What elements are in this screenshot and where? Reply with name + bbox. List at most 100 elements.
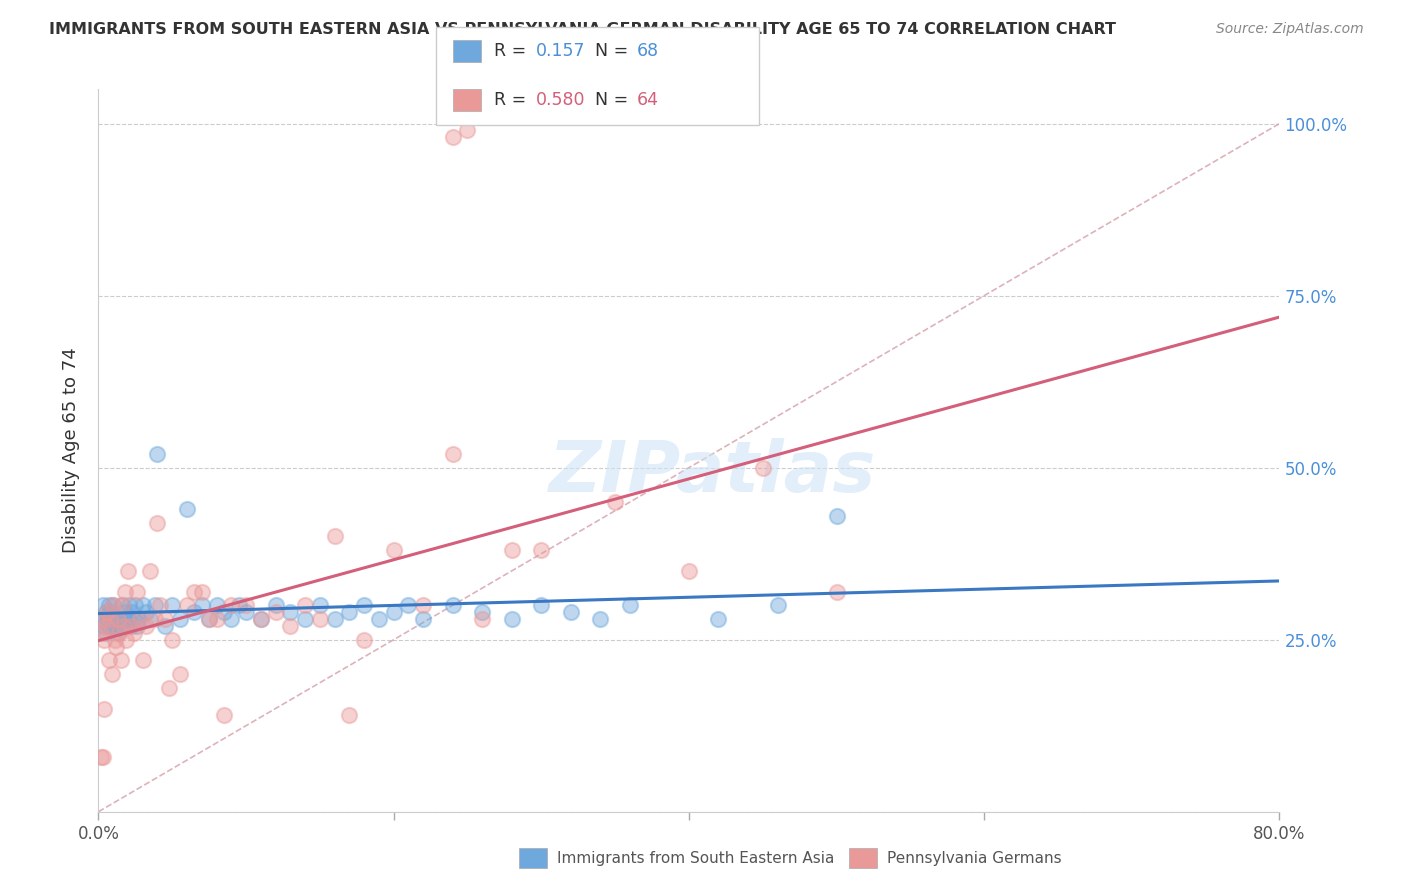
Point (501, 543, 523, 558)
Point (105, 640, 128, 654)
Text: 64: 64 (637, 91, 659, 109)
Text: Pennsylvania Germans: Pennsylvania Germans (887, 851, 1062, 865)
Point (96, 605, 118, 619)
Point (97, 599, 120, 613)
Text: Immigrants from South Eastern Asia: Immigrants from South Eastern Asia (557, 851, 834, 865)
Point (198, 612, 221, 626)
Point (146, 447, 169, 461)
Point (235, 605, 257, 619)
Text: 0.157: 0.157 (536, 42, 585, 60)
Point (98, 605, 121, 619)
Point (457, 123, 479, 137)
Text: Source: ZipAtlas.com: Source: ZipAtlas.com (1216, 22, 1364, 37)
Point (157, 681, 180, 695)
Point (382, 605, 405, 619)
Point (97, 653, 120, 667)
Point (205, 599, 228, 613)
Point (309, 599, 332, 613)
Point (235, 599, 257, 613)
Point (678, 564, 700, 578)
Point (228, 599, 250, 613)
Point (132, 599, 155, 613)
Point (441, 447, 464, 461)
Point (176, 502, 198, 516)
Point (339, 708, 361, 723)
Point (382, 543, 405, 558)
Point (368, 612, 391, 626)
Point (121, 605, 143, 619)
Point (294, 599, 316, 613)
Point (183, 584, 205, 599)
Point (183, 605, 205, 619)
Point (149, 599, 172, 613)
Point (125, 619, 148, 633)
Point (221, 599, 243, 613)
Point (169, 667, 191, 681)
Point (105, 619, 128, 633)
Point (191, 599, 214, 613)
Point (294, 612, 316, 626)
Point (93, 619, 115, 633)
Point (90, 612, 112, 626)
Point (221, 612, 243, 626)
Point (127, 612, 149, 626)
Point (118, 599, 141, 613)
Text: R =: R = (494, 91, 531, 109)
Point (108, 612, 131, 626)
Point (104, 632, 127, 647)
Point (146, 516, 169, 530)
Point (100, 612, 122, 626)
Y-axis label: Disability Age 65 to 74: Disability Age 65 to 74 (62, 348, 80, 553)
Point (94, 625, 117, 640)
Point (132, 653, 155, 667)
Point (353, 632, 375, 647)
Point (114, 584, 136, 599)
Point (117, 612, 139, 626)
Point (90, 625, 112, 640)
Point (530, 543, 553, 558)
Point (176, 599, 198, 613)
Point (103, 599, 125, 613)
Point (250, 612, 273, 626)
Point (91, 599, 114, 613)
Point (198, 612, 221, 626)
Point (122, 612, 145, 626)
Point (115, 632, 138, 647)
Point (589, 612, 612, 626)
Point (93, 632, 115, 647)
Text: N =: N = (595, 91, 634, 109)
Point (94, 619, 117, 633)
Point (441, 599, 464, 613)
Point (94, 605, 117, 619)
Point (112, 619, 135, 633)
Point (97, 619, 120, 633)
Point (91, 749, 114, 764)
Point (412, 612, 434, 626)
Point (153, 612, 176, 626)
Point (398, 599, 420, 613)
Point (115, 619, 138, 633)
Point (191, 584, 214, 599)
Point (135, 605, 157, 619)
Text: IMMIGRANTS FROM SOUTH EASTERN ASIA VS PENNSYLVANIA GERMAN DISABILITY AGE 65 TO 7: IMMIGRANTS FROM SOUTH EASTERN ASIA VS PE… (49, 22, 1116, 37)
Point (122, 625, 145, 640)
Point (107, 612, 129, 626)
Point (323, 529, 346, 543)
Point (619, 599, 641, 613)
Point (90, 749, 112, 764)
Point (111, 599, 134, 613)
Point (353, 599, 375, 613)
Point (205, 612, 228, 626)
Text: N =: N = (595, 42, 634, 60)
Point (766, 599, 789, 613)
Point (120, 619, 142, 633)
Point (93, 701, 115, 715)
Point (212, 605, 235, 619)
Point (530, 599, 553, 613)
Point (471, 612, 494, 626)
Point (250, 612, 273, 626)
Point (143, 599, 166, 613)
Point (153, 619, 176, 633)
Point (117, 564, 139, 578)
Point (212, 708, 235, 723)
